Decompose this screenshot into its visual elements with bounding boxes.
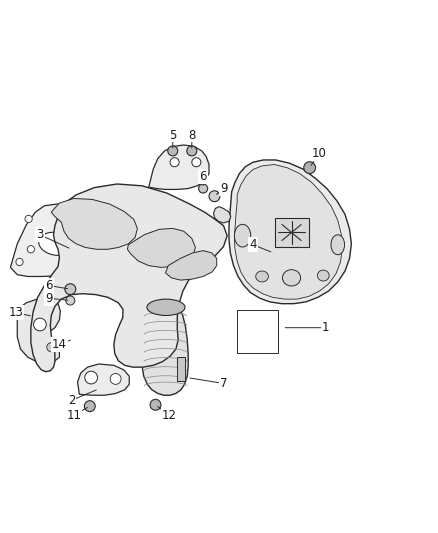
- Text: 5: 5: [169, 128, 177, 142]
- Circle shape: [143, 245, 150, 252]
- Text: 9: 9: [45, 292, 53, 305]
- Circle shape: [110, 374, 121, 384]
- Polygon shape: [234, 165, 343, 299]
- Circle shape: [209, 191, 220, 201]
- Circle shape: [27, 246, 35, 253]
- Circle shape: [25, 215, 32, 222]
- Circle shape: [61, 205, 68, 212]
- Circle shape: [129, 225, 137, 232]
- Polygon shape: [214, 207, 231, 223]
- Ellipse shape: [101, 232, 124, 248]
- Text: 1: 1: [322, 321, 329, 334]
- Polygon shape: [127, 229, 195, 268]
- Polygon shape: [142, 299, 188, 395]
- Circle shape: [170, 158, 179, 167]
- Circle shape: [85, 371, 98, 384]
- Text: 6: 6: [199, 170, 207, 183]
- FancyBboxPatch shape: [275, 218, 308, 247]
- Polygon shape: [17, 298, 60, 362]
- Ellipse shape: [283, 270, 300, 286]
- Circle shape: [65, 284, 76, 295]
- Circle shape: [34, 318, 46, 331]
- Text: 2: 2: [68, 394, 75, 407]
- Polygon shape: [149, 145, 209, 189]
- Ellipse shape: [72, 230, 99, 248]
- Ellipse shape: [147, 299, 185, 316]
- Text: 11: 11: [67, 409, 81, 422]
- Text: 7: 7: [220, 377, 227, 390]
- Polygon shape: [31, 184, 227, 372]
- Circle shape: [150, 399, 161, 410]
- Circle shape: [66, 296, 75, 305]
- Ellipse shape: [331, 235, 345, 255]
- Circle shape: [304, 162, 315, 174]
- Circle shape: [198, 184, 208, 193]
- Ellipse shape: [39, 232, 73, 255]
- Text: 9: 9: [220, 182, 227, 195]
- Circle shape: [47, 343, 56, 352]
- Polygon shape: [11, 204, 152, 277]
- Polygon shape: [229, 160, 351, 304]
- Circle shape: [187, 146, 197, 156]
- Polygon shape: [78, 364, 129, 395]
- Ellipse shape: [256, 271, 268, 282]
- Circle shape: [137, 256, 144, 263]
- Text: 6: 6: [45, 279, 53, 292]
- Text: 4: 4: [249, 238, 257, 251]
- Text: 3: 3: [36, 228, 44, 241]
- Ellipse shape: [234, 224, 251, 247]
- Ellipse shape: [318, 270, 329, 281]
- Polygon shape: [51, 198, 138, 249]
- Circle shape: [192, 158, 201, 167]
- Circle shape: [16, 259, 23, 265]
- Circle shape: [168, 146, 178, 156]
- Text: 13: 13: [8, 306, 23, 319]
- Polygon shape: [166, 251, 217, 280]
- Circle shape: [98, 208, 105, 216]
- FancyBboxPatch shape: [177, 357, 185, 381]
- Circle shape: [85, 401, 95, 411]
- Text: 12: 12: [162, 409, 177, 422]
- Text: 8: 8: [188, 128, 195, 142]
- Text: 10: 10: [311, 147, 326, 160]
- Text: 14: 14: [52, 338, 67, 351]
